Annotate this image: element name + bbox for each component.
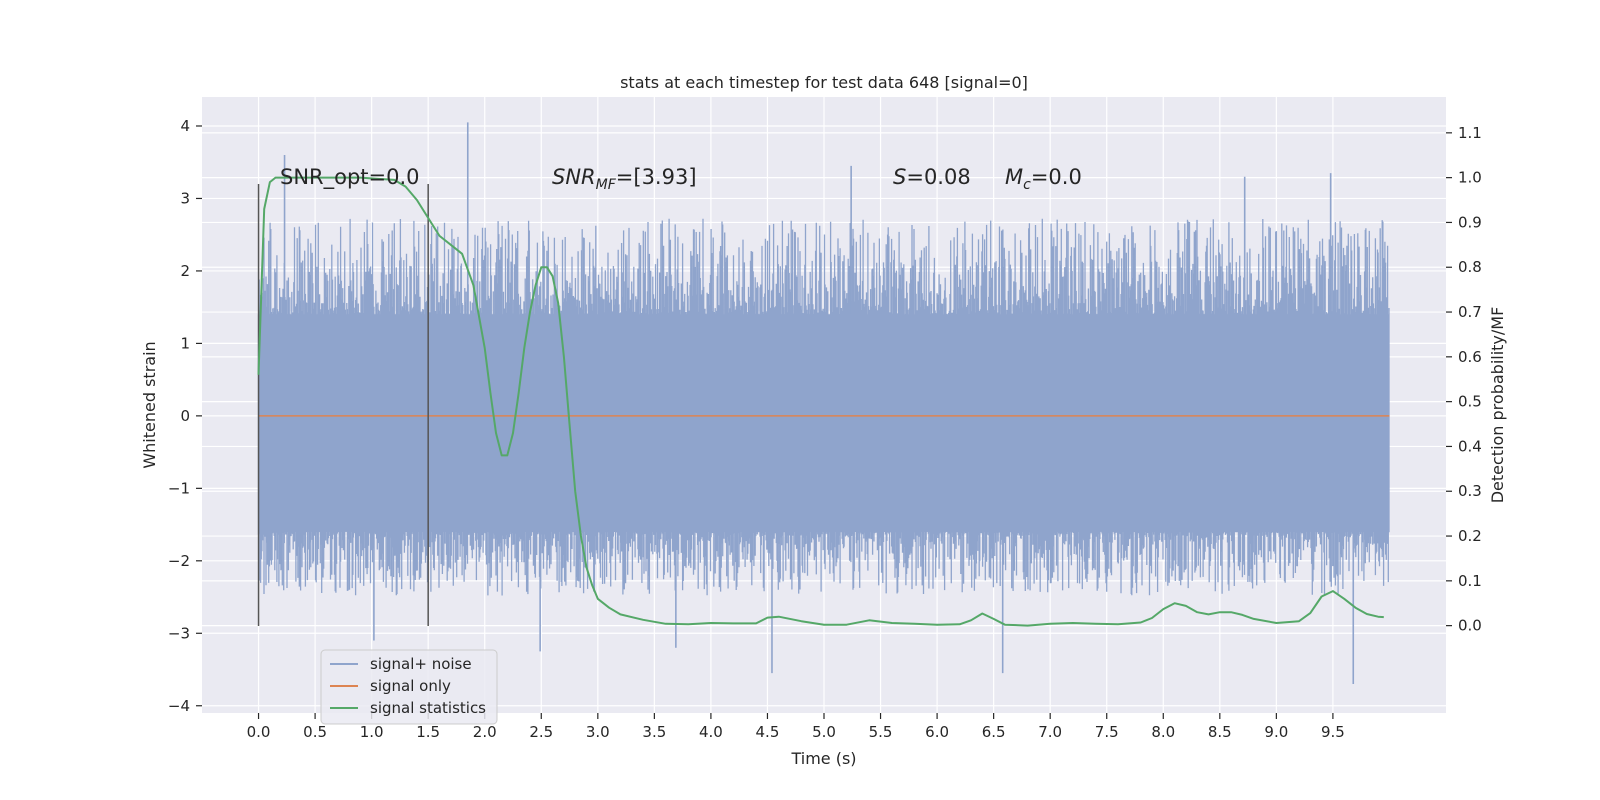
legend-label-signal-statistics: signal statistics [370, 699, 486, 717]
x-tick-label: 6.5 [982, 723, 1006, 741]
x-axis-ticks: 0.0 0.5 1.0 1.5 2.0 2.5 3.0 3.5 4.0 4.5 5.0 5.5 6.0 6… [247, 713, 1345, 741]
annotation-mc: Mc=0.0 [1005, 165, 1082, 193]
annotation-snr-opt: SNR_opt=0.0 [280, 165, 420, 190]
y2-tick-label: 0.2 [1458, 527, 1482, 545]
x-tick-label: 8.5 [1208, 723, 1232, 741]
x-tick-label: 6.0 [925, 723, 949, 741]
x-axis-label: Time (s) [790, 749, 856, 768]
x-tick-label: 7.5 [1095, 723, 1119, 741]
x-tick-label: 3.5 [642, 723, 666, 741]
y2-tick-label: 0.9 [1458, 213, 1482, 231]
legend-box [320, 649, 498, 725]
y-tick-label: 3 [180, 189, 190, 207]
y-tick-label: −3 [168, 624, 190, 642]
y2-axis-label: Detection probability/MF [1488, 307, 1507, 504]
y2-tick-label: 1.0 [1458, 169, 1482, 187]
y2-axis-ticks: 0.0 0.1 0.2 0.3 0.4 0.5 0.6 0.7 0.8 0.9 1.0 1.1 [1446, 124, 1482, 635]
chart-title: stats at each timestep for test data 648… [620, 73, 1028, 92]
x-tick-label: 1.5 [416, 723, 440, 741]
x-tick-label: 2.5 [529, 723, 553, 741]
x-tick-label: 4.0 [699, 723, 723, 741]
x-tick-label: 4.5 [756, 723, 780, 741]
y2-tick-label: 0.8 [1458, 258, 1482, 276]
x-tick-label: 9.5 [1321, 723, 1345, 741]
legend: signal+ noise signal only signal statist… [320, 649, 498, 725]
annotation-s: S=0.08 [893, 165, 971, 189]
y2-tick-label: 0.3 [1458, 482, 1482, 500]
x-tick-label: 3.0 [586, 723, 610, 741]
y-axis-ticks: −4 −3 −2 −1 0 1 2 3 4 [168, 117, 202, 715]
signal-statistics-series [257, 176, 1384, 627]
window-markers [257, 183, 429, 627]
x-tick-label: 0.0 [247, 723, 271, 741]
x-tick-label: 2.0 [473, 723, 497, 741]
y-tick-label: −1 [168, 479, 190, 497]
x-tick-label: 5.0 [812, 723, 836, 741]
y-axis-label: Whitened strain [140, 341, 159, 468]
y-tick-label: 2 [180, 262, 190, 280]
legend-label-signal-noise: signal+ noise [370, 655, 472, 673]
annotation-snr-mf: SNRMF=[3.93] [552, 165, 697, 193]
legend-label-signal-only: signal only [370, 677, 451, 695]
y-tick-label: 4 [180, 117, 190, 135]
y2-tick-label: 0.0 [1458, 617, 1482, 635]
y2-tick-label: 0.4 [1458, 437, 1482, 455]
y2-tick-label: 0.5 [1458, 393, 1482, 411]
x-tick-label: 9.0 [1264, 723, 1288, 741]
y2-tick-label: 1.1 [1458, 124, 1482, 142]
y-tick-label: 0 [180, 407, 190, 425]
y2-tick-label: 0.7 [1458, 303, 1482, 321]
y-tick-label: −4 [168, 697, 190, 715]
y2-tick-label: 0.6 [1458, 348, 1482, 366]
y-tick-label: 1 [180, 334, 190, 352]
x-tick-label: 1.0 [360, 723, 384, 741]
x-tick-label: 0.5 [303, 723, 327, 741]
y-tick-label: −2 [168, 552, 190, 570]
y2-tick-label: 0.1 [1458, 572, 1482, 590]
x-tick-label: 8.0 [1151, 723, 1175, 741]
signal-statistics-line [257, 176, 1384, 627]
x-tick-label: 7.0 [1038, 723, 1062, 741]
signal-noise-series [257, 122, 1390, 685]
x-tick-label: 5.5 [869, 723, 893, 741]
